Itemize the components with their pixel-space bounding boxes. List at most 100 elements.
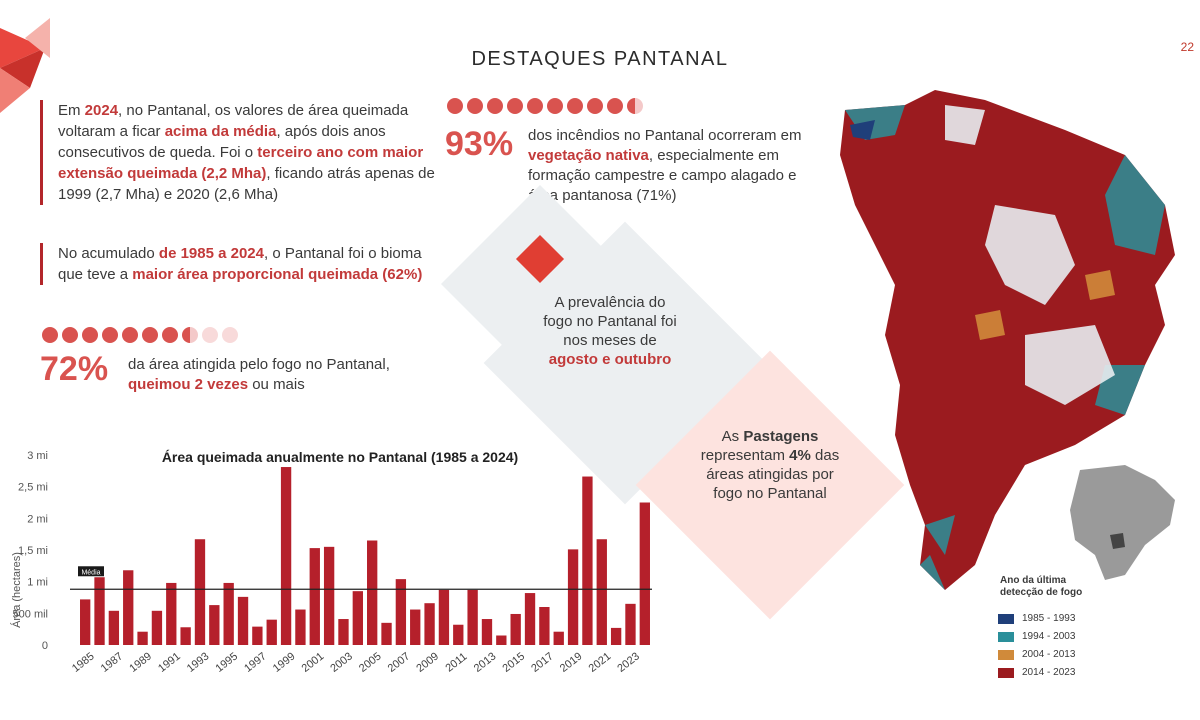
dot: [567, 98, 583, 114]
x-tick-label: 2005: [357, 650, 384, 675]
stat-72-description: da área atingida pelo fogo no Pantanal, …: [128, 356, 390, 393]
bar-2005: [367, 540, 378, 645]
bar-2020: [582, 476, 593, 645]
x-tick-label: 2003: [328, 650, 355, 675]
bar-2002: [323, 546, 335, 645]
dot: [102, 327, 118, 343]
y-tick-label: 1,5 mi: [18, 545, 48, 557]
bar-2014: [496, 635, 507, 645]
dot: [547, 98, 563, 114]
brazil-map: [1070, 465, 1175, 580]
x-tick-label: 2015: [500, 650, 527, 675]
dots-93: [447, 98, 643, 114]
stat-93-value: 93%: [445, 125, 514, 163]
dot: [527, 98, 543, 114]
pantanal-fire-map: [840, 90, 1175, 590]
y-tick-label: 3 mi: [27, 450, 48, 462]
bar-1985: [80, 599, 91, 645]
bar-1997: [252, 626, 263, 645]
x-tick-label: 1991: [156, 650, 183, 675]
bar-1991: [166, 582, 177, 645]
dot: [467, 98, 483, 114]
bar-2008: [410, 609, 421, 645]
dot: [122, 327, 138, 343]
y-tick-label: 2 mi: [27, 513, 48, 525]
dot: [587, 98, 603, 114]
dots-72: [42, 327, 238, 343]
legend-swatch: [998, 613, 1014, 624]
x-tick-label: 1997: [242, 650, 269, 675]
bar-1987: [108, 610, 120, 645]
x-tick-label: 1999: [271, 650, 298, 675]
legend-swatch: [998, 667, 1014, 678]
legend-swatch: [998, 649, 1014, 660]
dot: [607, 98, 623, 114]
x-tick-label: 1995: [213, 650, 240, 675]
x-tick-label: 1985: [70, 650, 97, 675]
bar-2022: [610, 627, 622, 645]
dot: [507, 98, 523, 114]
dot: [182, 327, 198, 343]
mean-label: Média: [81, 569, 100, 576]
x-tick-label: 1989: [127, 650, 154, 675]
x-tick-label: 1993: [185, 650, 212, 675]
bar-1990: [151, 610, 163, 645]
burned-area-chart: Área queimada anualmente no Pantanal (19…: [10, 449, 652, 675]
dot: [42, 327, 58, 343]
mean-label-bg: [78, 566, 104, 577]
stat-72-value: 72%: [40, 350, 109, 388]
bar-2009: [424, 603, 435, 645]
x-tick-label: 1987: [99, 650, 126, 675]
legend-swatch: [998, 631, 1014, 642]
y-tick-label: 500 mil: [13, 608, 48, 620]
page-title: DESTAQUES PANTANAL: [471, 48, 729, 70]
bar-1989: [137, 631, 148, 645]
bar-2003: [338, 619, 349, 645]
y-tick-label: 1 mi: [27, 577, 48, 589]
x-tick-label: 2011: [443, 651, 469, 675]
pantanal-location: [1110, 533, 1125, 549]
stat-93-description: dos incêndios no Pantanal ocorreram em v…: [528, 127, 802, 204]
x-tick-label: 2007: [386, 650, 413, 675]
bar-2017: [539, 607, 550, 645]
bar-2004: [352, 591, 363, 645]
bar-1995: [223, 582, 234, 645]
x-tick-label: 2001: [300, 650, 327, 675]
bar-2023: [625, 603, 636, 645]
dot: [202, 327, 218, 343]
bar-1988: [123, 570, 134, 645]
x-tick-label: 2019: [558, 650, 585, 675]
bar-2021: [596, 539, 607, 645]
map-white-patches: [945, 105, 1115, 405]
bar-2012: [467, 589, 478, 645]
legend-item: 1985 - 1993: [998, 613, 1075, 624]
text-block-2024: Em 2024, no Pantanal, os valores de área…: [40, 100, 438, 205]
dot: [487, 98, 503, 114]
x-tick-label: 2009: [414, 650, 441, 675]
dot: [82, 327, 98, 343]
legend-item: 1994 - 2003: [998, 631, 1075, 642]
dot: [162, 327, 178, 343]
bar-1992: [180, 627, 191, 645]
bar-1994: [209, 605, 220, 645]
chart-title: Área queimada anualmente no Pantanal (19…: [162, 449, 518, 465]
x-tick-label: 2021: [587, 650, 614, 675]
y-tick-label: 0: [42, 640, 48, 652]
bar-2016: [524, 593, 536, 645]
x-tick-label: 2023: [615, 650, 642, 675]
legend-item: 2004 - 2013: [998, 649, 1075, 660]
dot: [222, 327, 238, 343]
bar-1996: [237, 596, 249, 645]
bar-2006: [381, 622, 392, 645]
x-tick-label: 2013: [472, 650, 499, 675]
bar-2000: [295, 609, 306, 645]
bar-2019: [567, 549, 579, 645]
bar-1993: [194, 539, 206, 645]
bar-2018: [553, 631, 564, 645]
map-orange-patches: [975, 270, 1115, 340]
bar-1998: [266, 619, 277, 645]
bar-2010: [438, 589, 450, 645]
prevalence-text: A prevalência do fogo no Pantanal foi no…: [543, 294, 677, 368]
legend-title: Ano da última detecção de fogo: [1000, 575, 1083, 598]
x-tick-label: 2017: [529, 650, 556, 675]
